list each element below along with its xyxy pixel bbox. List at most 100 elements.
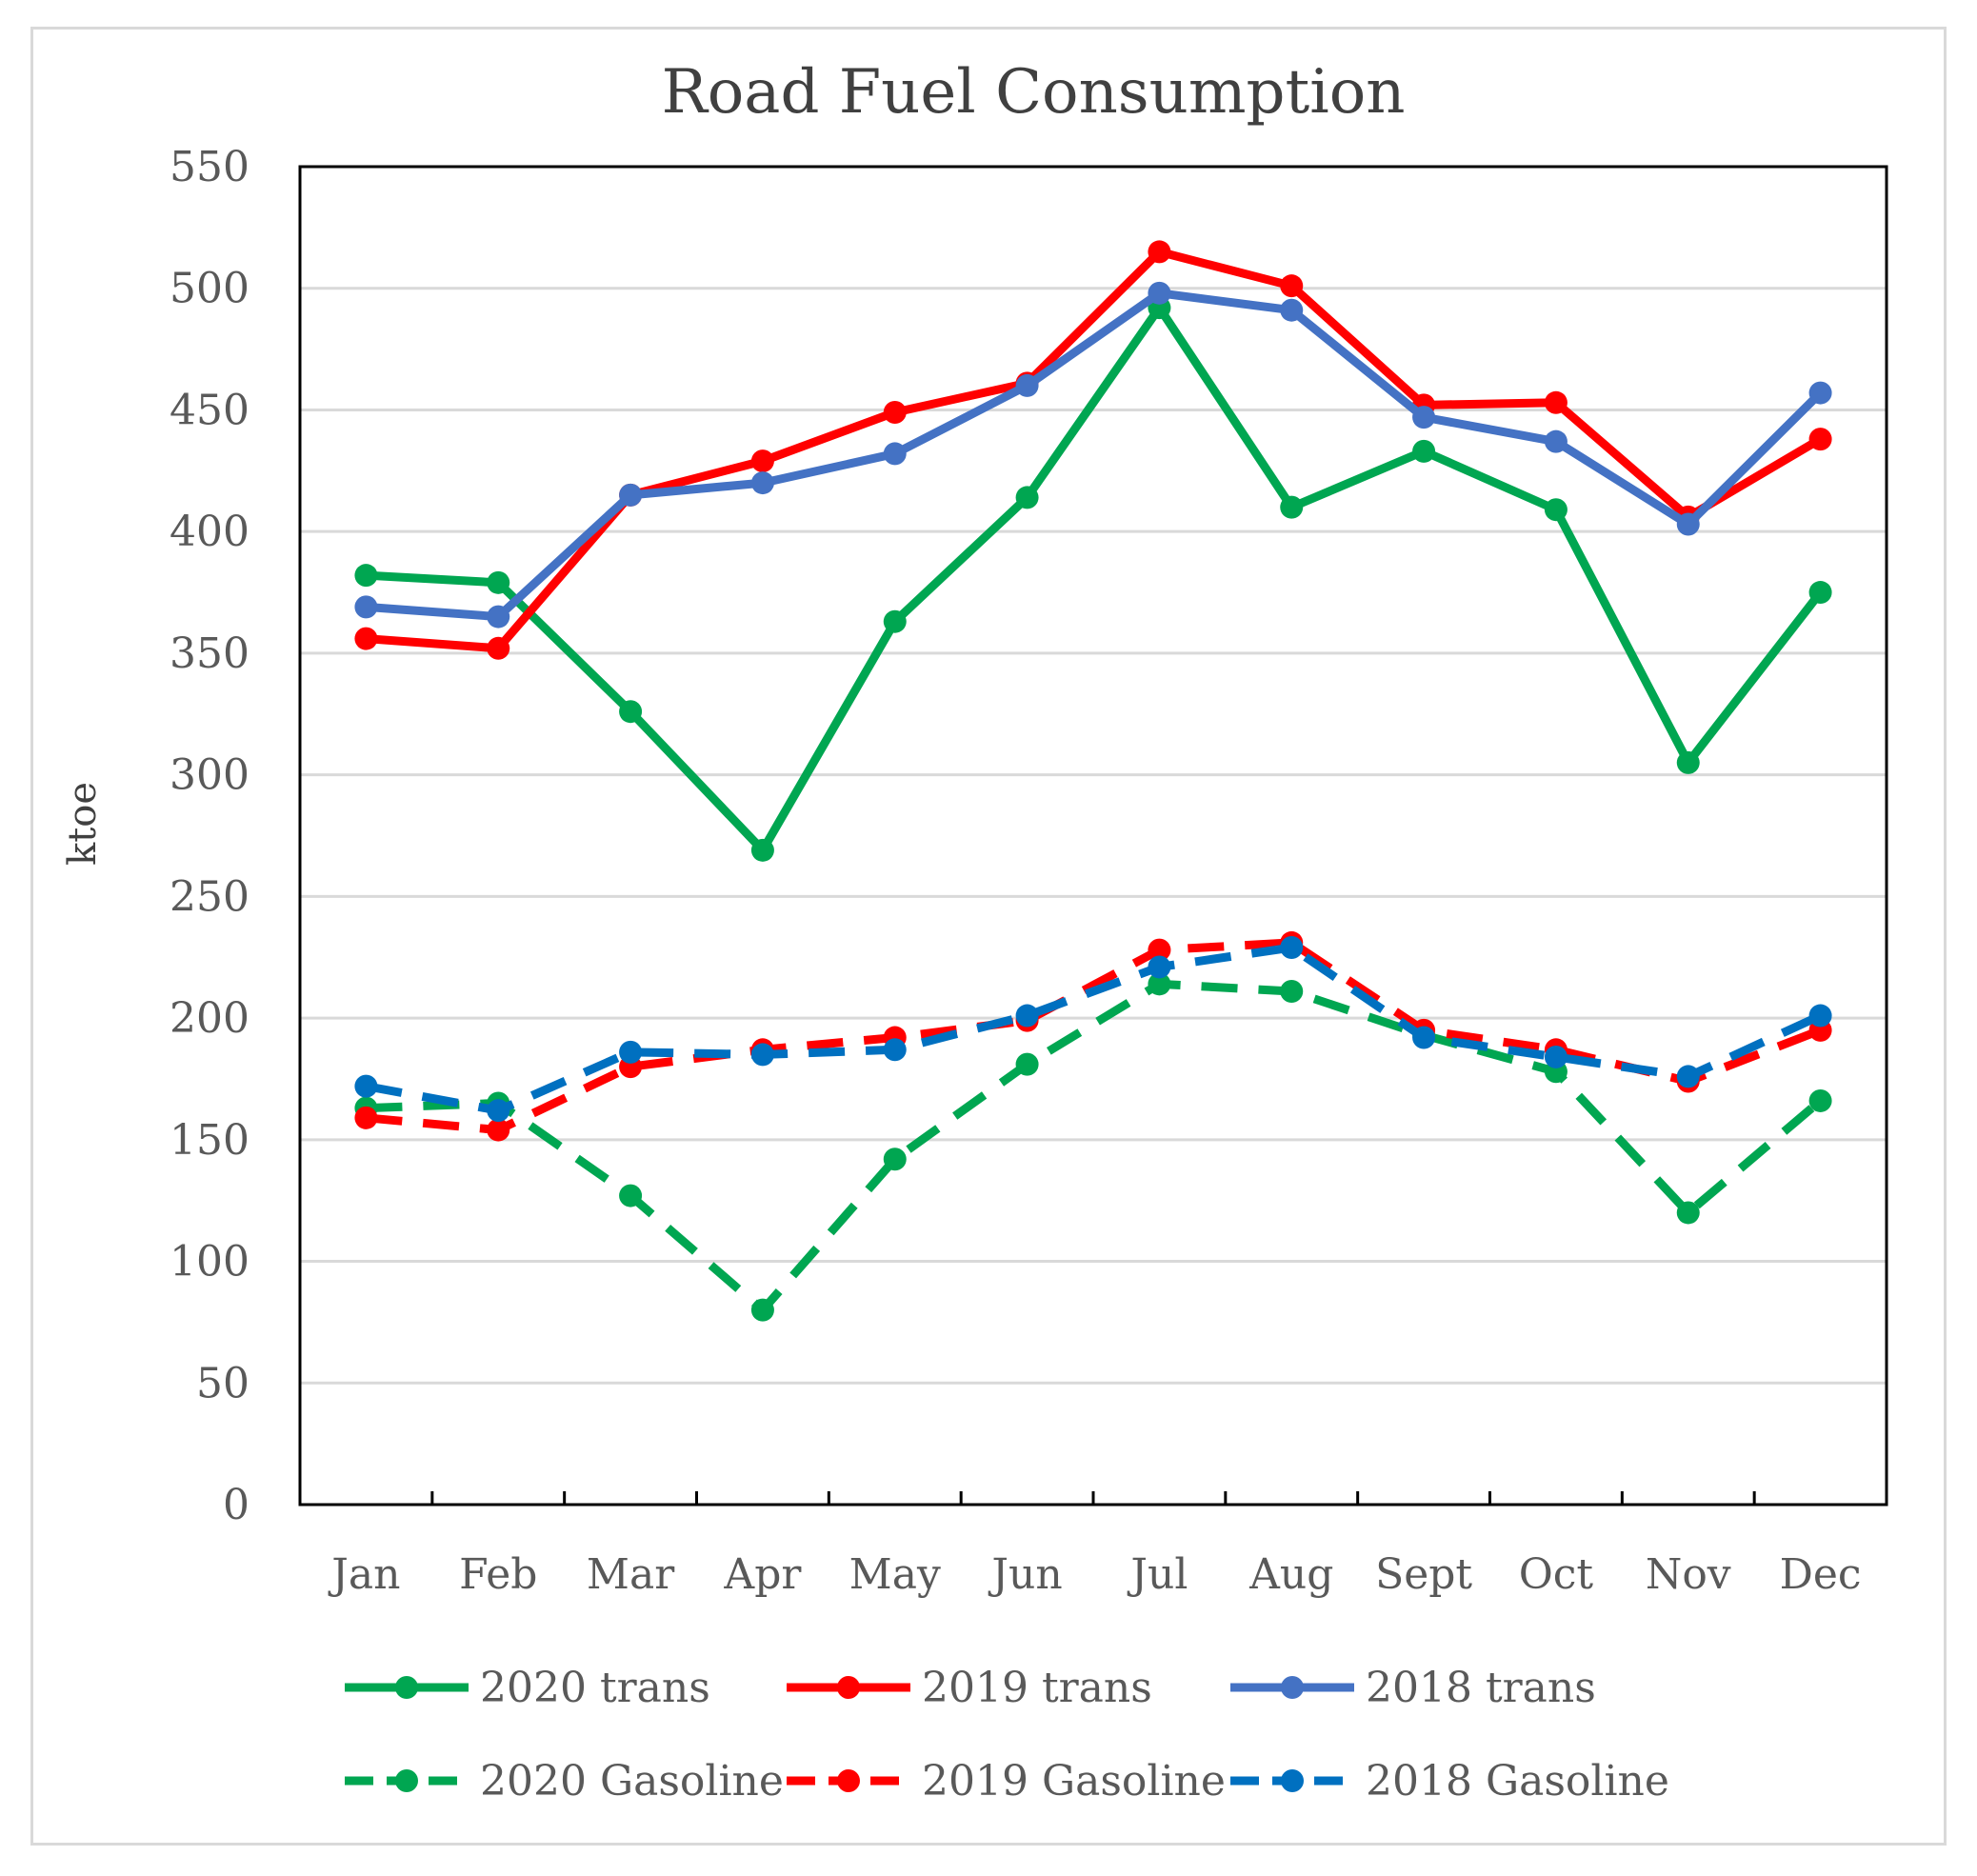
x-tick-label: May xyxy=(849,1550,941,1599)
data-point xyxy=(1412,1026,1436,1049)
x-tick-label: Jan xyxy=(328,1550,400,1599)
data-point xyxy=(619,1040,643,1064)
chart-frame xyxy=(30,27,1947,1846)
y-tick-label: 150 xyxy=(170,1116,250,1165)
series-2019-gasoline xyxy=(354,930,1832,1142)
x-tick-label: Feb xyxy=(459,1550,537,1599)
data-point xyxy=(1544,390,1568,414)
legend-item[interactable]: 2020 trans xyxy=(345,1664,710,1712)
data-point xyxy=(1148,955,1171,979)
legend[interactable]: 2020 trans 2019 trans 2018 trans 2020 Gasol… xyxy=(345,1664,1669,1806)
data-point xyxy=(619,483,643,507)
x-tick-label: Sept xyxy=(1375,1550,1472,1599)
data-point xyxy=(883,1148,907,1171)
x-tick-label: Dec xyxy=(1780,1550,1862,1599)
series-line xyxy=(366,303,1825,855)
series-2018-gasoline xyxy=(354,936,1832,1123)
y-tick-label: 400 xyxy=(170,508,250,556)
data-point xyxy=(1412,439,1436,463)
data-point xyxy=(883,609,907,633)
plot-area-border xyxy=(298,165,1888,1507)
legend-item[interactable]: 2018 Gasoline xyxy=(1230,1757,1669,1806)
x-tick-label: Jun xyxy=(988,1550,1062,1599)
y-tick-label: 200 xyxy=(170,994,250,1043)
data-point xyxy=(487,1099,510,1123)
series-2020-gasoline xyxy=(354,972,1832,1322)
data-point xyxy=(1808,428,1832,451)
data-point xyxy=(1808,1004,1832,1028)
data-point xyxy=(750,449,774,473)
data-point xyxy=(1676,512,1700,536)
legend-label: 2020 trans xyxy=(480,1664,710,1712)
data-point xyxy=(883,1038,907,1062)
x-tick-label: Apr xyxy=(723,1550,802,1599)
data-point xyxy=(1808,581,1832,605)
data-point xyxy=(487,605,510,629)
data-point xyxy=(354,1106,378,1129)
x-tick-label: Jul xyxy=(1127,1550,1188,1599)
legend-label: 2019 trans xyxy=(922,1664,1152,1712)
data-point xyxy=(1280,274,1304,298)
y-tick-label: 300 xyxy=(170,751,250,800)
y-tick-label: 500 xyxy=(170,265,250,313)
data-point xyxy=(1280,979,1304,1003)
data-point xyxy=(1412,406,1436,429)
data-point xyxy=(1015,1004,1039,1028)
chart-title: Road Fuel Consumption xyxy=(662,57,1406,128)
data-point xyxy=(1676,750,1700,774)
y-tick-label: 350 xyxy=(170,629,250,678)
y-axis-label: ktoe xyxy=(61,782,105,866)
data-point xyxy=(1676,1201,1700,1225)
data-point xyxy=(487,570,510,594)
series-line xyxy=(365,943,1823,1115)
legend-marker xyxy=(1281,1676,1304,1699)
plot-series xyxy=(354,240,1832,1322)
data-point xyxy=(1808,1088,1832,1112)
data-point xyxy=(1808,381,1832,405)
legend-item[interactable]: 2019 Gasoline xyxy=(787,1757,1226,1806)
data-point xyxy=(1280,936,1304,960)
legend-label: 2020 Gasoline xyxy=(480,1757,784,1806)
data-point xyxy=(487,1118,510,1142)
data-point xyxy=(1280,495,1304,519)
data-point xyxy=(750,1298,774,1322)
y-tick-label: 0 xyxy=(223,1481,250,1529)
data-point xyxy=(1148,972,1171,996)
legend-item[interactable]: 2020 Gasoline xyxy=(345,1757,784,1806)
legend-marker xyxy=(1281,1769,1304,1792)
series-line xyxy=(366,938,1823,1135)
legend-marker xyxy=(837,1769,860,1792)
legend-item[interactable]: 2019 trans xyxy=(787,1664,1152,1712)
legend-item[interactable]: 2018 trans xyxy=(1230,1664,1596,1712)
data-point xyxy=(354,564,378,588)
data-point xyxy=(619,700,643,724)
legend-label: 2018 Gasoline xyxy=(1366,1757,1669,1806)
data-point xyxy=(750,471,774,495)
data-point xyxy=(619,1184,643,1207)
data-point xyxy=(1280,298,1304,322)
data-point xyxy=(1148,240,1171,264)
data-point xyxy=(354,627,378,650)
data-point xyxy=(883,401,907,425)
data-point xyxy=(1544,498,1568,522)
y-tick-label: 450 xyxy=(170,386,250,434)
data-point xyxy=(487,636,510,660)
x-axis-ticks: Jan Feb Mar Apr May Jun Jul Aug Sept Oct Nov Dec xyxy=(328,1491,1862,1599)
data-point xyxy=(1015,373,1039,397)
series-2019-trans xyxy=(354,240,1832,660)
x-tick-label: Mar xyxy=(587,1550,675,1599)
y-tick-label: 50 xyxy=(196,1359,250,1407)
data-point xyxy=(1148,938,1171,962)
data-point xyxy=(883,442,907,466)
x-tick-label: Aug xyxy=(1248,1550,1333,1599)
y-tick-label: 100 xyxy=(170,1238,250,1287)
y-axis-ticks: 0 50 100 150 200 250 300 350 400 450 500 550 xyxy=(170,143,250,1529)
y-tick-label: 550 xyxy=(170,143,250,191)
x-tick-label: Nov xyxy=(1646,1550,1731,1599)
series-2020-trans xyxy=(354,296,1832,862)
data-point xyxy=(1544,429,1568,453)
legend-marker xyxy=(395,1769,418,1792)
x-tick-label: Oct xyxy=(1519,1550,1594,1599)
series-line xyxy=(366,289,1824,622)
series-line xyxy=(366,247,1823,653)
